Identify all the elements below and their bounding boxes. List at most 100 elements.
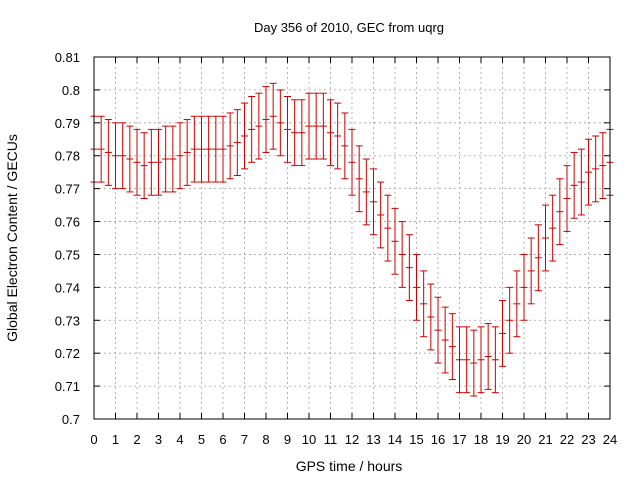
data-point — [420, 270, 428, 338]
data-point — [520, 253, 528, 321]
data-point — [355, 145, 363, 213]
x-tick-label: 18 — [474, 432, 488, 447]
x-axis-title: GPS time / hours — [296, 458, 403, 474]
data-point — [262, 86, 270, 153]
data-point — [463, 326, 471, 394]
data-point — [183, 119, 191, 186]
y-tick-label: 0.81 — [55, 50, 80, 65]
y-tick-label: 0.72 — [55, 346, 80, 361]
x-tick-label: 14 — [388, 432, 402, 447]
data-point — [477, 326, 485, 394]
data-point — [334, 102, 342, 170]
x-tick-label: 19 — [495, 432, 509, 447]
y-tick-label: 0.77 — [55, 182, 80, 197]
x-tick-label: 13 — [366, 432, 380, 447]
y-axis-tick-labels: 0.7 0.71 0.72 0.73 0.74 0.75 0.76 0.77 0.78 0.79 0… — [55, 50, 80, 427]
chart-title: Day 356 of 2010, GEC from uqrg — [254, 20, 444, 35]
data-point — [585, 138, 592, 206]
data-point — [570, 151, 578, 219]
data-point — [542, 204, 549, 272]
data-point — [140, 132, 148, 200]
data-point — [448, 313, 456, 381]
data-point — [155, 128, 162, 196]
data-point — [427, 283, 435, 351]
x-tick-label: 5 — [198, 432, 205, 447]
data-point — [97, 115, 105, 183]
data-point — [269, 82, 277, 150]
x-tick-label: 4 — [176, 432, 183, 447]
data-point — [577, 148, 585, 216]
data-point — [133, 128, 141, 196]
data-point — [599, 132, 607, 200]
data-point — [312, 92, 320, 160]
x-tick-label: 11 — [324, 432, 338, 447]
data-point — [112, 122, 119, 190]
data-point — [405, 234, 413, 302]
axis-ticks — [93, 56, 611, 420]
data-point — [104, 119, 112, 186]
x-tick-label: 22 — [560, 432, 574, 447]
data-point — [563, 165, 571, 232]
data-point — [198, 115, 205, 183]
data-point — [126, 125, 134, 193]
data-point — [219, 115, 227, 183]
data-point — [441, 306, 449, 374]
x-tick-label: 0 — [90, 432, 97, 447]
y-tick-label: 0.76 — [55, 215, 80, 230]
data-point — [362, 158, 370, 226]
x-tick-label: 15 — [409, 432, 423, 447]
data-point — [534, 224, 542, 292]
data-point — [291, 99, 299, 167]
data-point — [470, 329, 478, 397]
data-point — [391, 207, 399, 275]
x-tick-label: 3 — [155, 432, 162, 447]
data-point — [169, 125, 177, 193]
data-point — [298, 99, 306, 167]
data-point — [513, 270, 521, 338]
data-point — [190, 115, 198, 183]
data-point — [491, 326, 499, 394]
data-point — [506, 286, 514, 354]
x-tick-label: 23 — [581, 432, 595, 447]
x-tick-label: 12 — [345, 432, 359, 447]
data-point — [434, 296, 442, 364]
data-point — [205, 115, 213, 183]
x-tick-label: 20 — [517, 432, 531, 447]
data-point — [284, 95, 291, 163]
data-point — [413, 253, 420, 321]
x-tick-label: 9 — [284, 432, 291, 447]
y-tick-label: 0.74 — [55, 280, 80, 295]
data-point — [348, 128, 356, 196]
y-tick-label: 0.79 — [55, 116, 80, 131]
x-tick-label: 1 — [112, 432, 119, 447]
data-point — [398, 221, 406, 288]
data-point — [276, 89, 284, 157]
data-point — [241, 102, 248, 170]
y-axis-title: Global Electron Content / GECUs — [4, 134, 20, 342]
data-point — [226, 112, 234, 180]
x-tick-label: 7 — [241, 432, 248, 447]
x-axis-tick-labels: 0 1 2 3 4 5 6 7 8 9 10 11 12 13 14 15 16 17 18 19 20 21 22 23 24 — [90, 432, 617, 447]
x-tick-label: 24 — [603, 432, 617, 447]
data-point — [499, 300, 506, 367]
data-point — [248, 95, 256, 163]
data-point — [341, 112, 349, 180]
data-point — [212, 115, 220, 183]
data-point — [377, 181, 385, 249]
x-tick-label: 17 — [452, 432, 466, 447]
x-tick-label: 21 — [538, 432, 552, 447]
y-tick-label: 0.73 — [55, 313, 80, 328]
gec-series — [90, 82, 614, 397]
data-point — [527, 237, 535, 305]
x-tick-label: 2 — [133, 432, 140, 447]
y-tick-label: 0.7 — [62, 412, 80, 427]
data-point — [384, 194, 392, 262]
data-point — [556, 178, 564, 246]
data-point — [484, 323, 492, 390]
x-tick-label: 8 — [262, 432, 269, 447]
data-point — [255, 92, 263, 160]
data-point — [549, 194, 557, 262]
y-tick-label: 0.78 — [55, 149, 80, 164]
